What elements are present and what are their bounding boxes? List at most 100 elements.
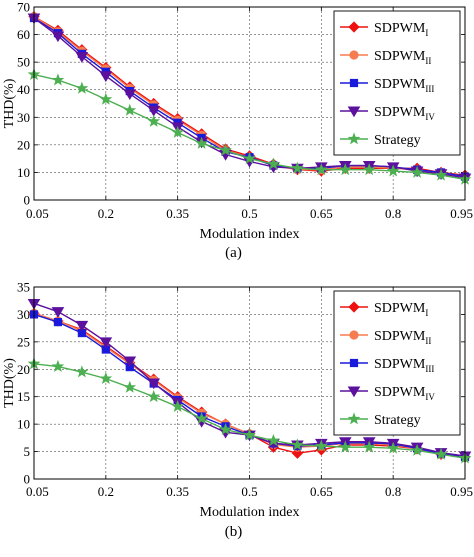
data-point: [53, 318, 63, 327]
y-tick-label: 15: [17, 389, 30, 404]
x-tick-label: 0.65: [310, 484, 333, 499]
legend-marker: [347, 386, 361, 398]
y-tick-label: 10: [17, 417, 30, 432]
legend-marker: [349, 358, 359, 368]
legend-marker: [347, 106, 361, 118]
legend-entry: Strategy: [340, 412, 421, 428]
data-point: [243, 151, 256, 165]
data-point: [219, 422, 232, 436]
data-point: [123, 356, 137, 368]
data-point: [147, 378, 161, 390]
x-tick-label: 0.35: [166, 484, 189, 499]
y-tick-label: 0: [24, 193, 31, 208]
x-axis-label: Modulation index: [200, 227, 300, 242]
legend-marker: [347, 132, 361, 145]
y-tick-label: 60: [17, 27, 30, 42]
plot-frame: [33, 6, 466, 201]
data-point: [51, 359, 65, 372]
x-tick-label: 0.8: [385, 484, 401, 499]
data-point: [338, 440, 352, 453]
data-point: [51, 307, 65, 318]
data-point: [410, 443, 424, 456]
data-point: [147, 390, 161, 403]
data-point: [291, 438, 304, 451]
legend-entry: SDPWMI: [340, 301, 428, 318]
x-tick-label: 0.05: [26, 206, 49, 221]
legend-marker: [348, 301, 360, 313]
data-point: [75, 320, 89, 332]
x-tick-label: 0.95: [450, 484, 473, 499]
x-tick-label: 0.2: [98, 206, 114, 221]
y-tick-label: 70: [17, 0, 30, 15]
data-point: [410, 165, 424, 178]
y-tick-label: 20: [17, 362, 30, 377]
chart-panel-b: 0 5 10 15 20 25 30 35 0.05 0.2 0.35 0.5 0.65 0.8 0.95 M…: [2, 280, 473, 541]
data-point: [99, 92, 113, 105]
y-tick-label: 40: [17, 82, 30, 97]
y-axis-label: THD(%): [2, 358, 17, 408]
x-tick-label: 0.95: [450, 206, 473, 221]
x-tick-label: 0.65: [310, 206, 333, 221]
x-tick-label: 0.35: [166, 206, 189, 221]
legend-label: SDPWMIII: [374, 77, 434, 94]
legend-label: SDPWMII: [374, 329, 431, 346]
legend-entry: SDPWMIV: [340, 385, 435, 402]
data-point: [99, 371, 113, 385]
data-point: [219, 143, 232, 156]
data-point: [338, 162, 352, 176]
legend-marker: [349, 78, 359, 88]
y-tick-label: 0: [24, 472, 31, 487]
legend-label: SDPWMI: [374, 21, 428, 38]
legend-subscript: I: [425, 28, 428, 38]
legend-entry: SDPWMIII: [340, 357, 434, 374]
legend-label: SDPWMII: [374, 49, 431, 66]
legend-label: Strategy: [374, 413, 421, 428]
legend-subscript: I: [425, 308, 428, 318]
data-point: [434, 447, 448, 460]
data-point: [123, 103, 137, 116]
x-tick-label: 0.5: [241, 484, 257, 499]
legend-entry: SDPWMII: [340, 49, 431, 66]
legend-subscript: IV: [425, 392, 435, 402]
data-point: [267, 157, 280, 170]
data-point: [386, 441, 400, 454]
data-point: [243, 428, 256, 441]
legend-label: SDPWMIV: [374, 105, 435, 122]
panel-label: (a): [225, 245, 242, 261]
data-point: [75, 52, 89, 63]
data-point: [314, 162, 328, 176]
plot-frame: [33, 286, 466, 480]
legend-subscript: III: [425, 364, 434, 374]
series-strategy: [27, 357, 472, 464]
legend: SDPWMI SDPWMII SDPWMIII SDPWMIV Strategy: [333, 290, 461, 436]
y-tick-label: 35: [17, 280, 30, 295]
data-point: [314, 439, 328, 452]
data-point: [123, 380, 137, 393]
legend-subscript: III: [425, 84, 434, 94]
data-point: [99, 337, 113, 349]
legend-label: Strategy: [374, 133, 421, 148]
chart-panel-a: 0 10 20 30 40 50 60 70 0.05 0.2 0.35 0.5 0.65 0.8 0.95…: [2, 0, 473, 261]
data-point: [75, 81, 89, 94]
legend-entry: SDPWMI: [340, 21, 428, 38]
legend-entry: SDPWMIV: [340, 105, 435, 122]
legend-marker: [347, 412, 361, 425]
data-point: [195, 136, 208, 149]
y-tick-label: 30: [17, 307, 30, 322]
data-point: [171, 125, 185, 138]
y-tick-label: 5: [24, 444, 31, 459]
panel-label: (b): [225, 524, 243, 540]
data-point: [123, 89, 137, 101]
data-point: [51, 73, 65, 86]
x-tick-label: 0.2: [98, 484, 114, 499]
data-point: [147, 105, 161, 117]
legend-label: SDPWMI: [374, 301, 428, 318]
legend-marker: [349, 50, 359, 60]
y-tick-label: 10: [17, 165, 30, 180]
x-tick-label: 0.5: [241, 206, 257, 221]
y-tick-label: 20: [17, 137, 30, 152]
data-point: [434, 168, 448, 181]
data-point: [291, 161, 304, 174]
data-point: [267, 433, 280, 446]
